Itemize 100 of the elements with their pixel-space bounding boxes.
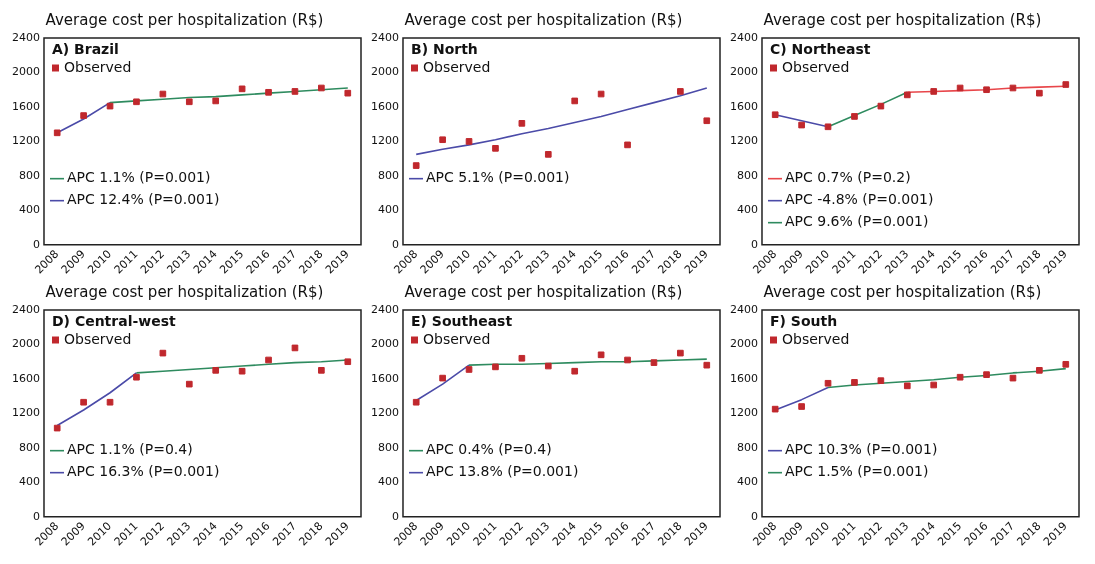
legend-label: Observed (781, 330, 850, 347)
point (53, 424, 61, 432)
point (133, 373, 140, 381)
point (518, 354, 526, 362)
point (344, 89, 352, 97)
legend-label: APC 0.7% (P=0.2) (784, 169, 911, 186)
y-tick-label: 800 (377, 168, 399, 182)
y-tick-label: 2400 (729, 30, 758, 44)
y-tick-label: 800 (18, 168, 40, 182)
point (344, 358, 352, 366)
legend-label: Observed (422, 58, 491, 75)
legend-label: APC 5.1% (P=0.001) (425, 169, 570, 186)
legend-label: APC 16.3% (P=0.001) (66, 463, 220, 480)
y-tick-label: 2000 (370, 337, 399, 351)
chart-subtitle: A) Brazil (51, 40, 119, 57)
point (212, 367, 220, 374)
point (877, 102, 885, 110)
point (1062, 81, 1070, 88)
legend-label: Observed (63, 330, 132, 347)
point (571, 97, 579, 105)
point (185, 98, 193, 106)
chart-subtitle: B) North (410, 40, 478, 57)
legend-label: APC 0.4% (P=0.4) (425, 441, 552, 458)
point (824, 379, 832, 387)
point (650, 359, 658, 366)
point (571, 367, 579, 375)
point (851, 113, 858, 120)
legend-label: APC 1.5% (P=0.001) (784, 463, 929, 480)
point (903, 382, 911, 390)
point (265, 88, 272, 96)
y-tick-label: 2000 (370, 65, 399, 79)
y-tick-label: 1600 (370, 99, 399, 113)
y-tick-label: 400 (377, 475, 399, 489)
legend-label: APC 10.3% (P=0.001) (784, 441, 938, 458)
point (930, 381, 938, 389)
point (412, 398, 420, 406)
y-tick-label: 1600 (370, 371, 399, 385)
y-tick-label: 800 (18, 440, 40, 454)
y-tick-label: 2400 (11, 302, 40, 316)
legend-label: Observed (422, 330, 491, 347)
y-tick-label: 400 (18, 203, 40, 217)
point (318, 84, 325, 92)
point (677, 88, 684, 95)
chart-subtitle: F) South (769, 312, 838, 329)
legend-label: APC -4.8% (P=0.001) (784, 191, 934, 208)
y-tick-label: 2400 (729, 302, 758, 316)
y-tick-label: 2400 (11, 30, 40, 44)
point (824, 123, 832, 131)
y-tick-label: 0 (750, 509, 758, 523)
y-tick-label: 1200 (729, 134, 758, 148)
point (771, 405, 779, 413)
y-tick-label: 1200 (729, 406, 758, 420)
y-tick-label: 400 (736, 475, 758, 489)
point (439, 374, 446, 382)
point (80, 398, 87, 406)
y-tick-label: 2400 (370, 30, 399, 44)
chart-subtitle: D) Central-west (51, 312, 177, 329)
point (106, 102, 114, 110)
chart-title: Average cost per hospitalization (R$) (45, 10, 324, 29)
point (1036, 89, 1043, 97)
y-tick-label: 400 (377, 203, 399, 217)
legend-label: Observed (781, 58, 850, 75)
y-tick-label: 1600 (729, 99, 758, 113)
point (597, 90, 605, 98)
y-tick-label: 800 (377, 440, 399, 454)
point (80, 112, 87, 119)
point (465, 138, 473, 145)
legend-label: APC 12.4% (P=0.001) (66, 191, 220, 208)
point (1009, 84, 1017, 92)
y-tick-label: 800 (736, 168, 758, 182)
y-tick-label: 400 (18, 475, 40, 489)
point (265, 356, 272, 364)
point (291, 344, 299, 352)
y-tick-label: 0 (32, 509, 40, 523)
point (983, 371, 990, 378)
y-tick-label: 1600 (729, 371, 758, 385)
chart-title: Average cost per hospitalization (R$) (763, 10, 1042, 29)
point (930, 88, 938, 95)
y-tick-label: 0 (391, 509, 399, 523)
y-tick-label: 2400 (370, 302, 399, 316)
chart-title: Average cost per hospitalization (R$) (763, 282, 1042, 301)
point (877, 377, 885, 385)
point (412, 162, 420, 169)
y-tick-label: 1200 (370, 406, 399, 420)
point (798, 121, 805, 129)
point (956, 373, 964, 381)
point (703, 117, 711, 125)
point (185, 380, 193, 388)
point (53, 129, 61, 137)
legend-label: APC 1.1% (P=0.4) (66, 441, 193, 458)
chart-subtitle: C) Northeast (769, 40, 871, 57)
point (1062, 360, 1070, 368)
legend-label: APC 1.1% (P=0.001) (66, 169, 211, 186)
y-tick-label: 0 (32, 237, 40, 251)
chart-title: Average cost per hospitalization (R$) (404, 282, 683, 301)
point (703, 361, 711, 369)
point (106, 398, 114, 406)
point (956, 84, 964, 92)
point (133, 98, 140, 106)
point (851, 379, 858, 386)
